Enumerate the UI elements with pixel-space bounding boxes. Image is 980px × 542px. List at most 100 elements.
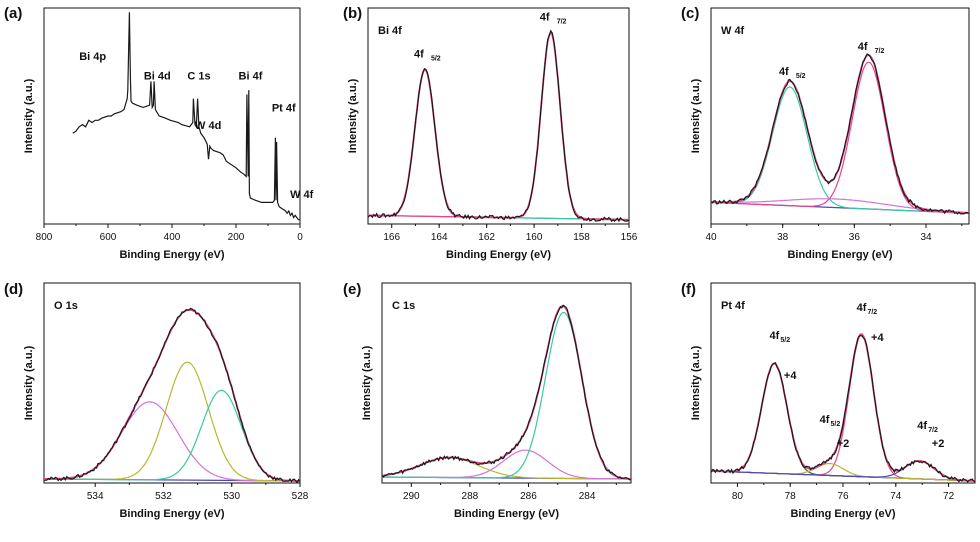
x-tick-label: 800 — [36, 232, 53, 243]
peak-annotation: Bi 4f — [239, 70, 263, 82]
x-tick-label: 72 — [943, 491, 955, 502]
peak-label: 4f — [540, 12, 550, 24]
x-tick-label: 76 — [837, 491, 849, 502]
panel-label: (b) — [343, 5, 362, 22]
fit-component-1 — [368, 68, 629, 221]
x-tick-label: 36 — [849, 232, 861, 243]
plot-frame — [43, 282, 301, 484]
peak-annotation-sub: 5/2 — [831, 421, 841, 428]
panel-label: (d) — [4, 281, 23, 298]
x-tick-label: 156 — [621, 232, 638, 243]
panel-c: (c) W 4f 40 38 36 34 Binding Energy (eV) Intens… — [681, 5, 970, 261]
x-tick-label: 40 — [705, 232, 717, 243]
peak-annotation: Pt 4f — [272, 103, 296, 115]
x-tick-label: 288 — [462, 491, 479, 502]
y-axis-label: Intensity (a.u.) — [690, 345, 702, 420]
panel-title: Bi 4f — [378, 25, 402, 37]
panel-title: C 1s — [392, 300, 415, 312]
fit-component-2 — [44, 361, 300, 482]
peak-annotation: Bi 4d — [144, 70, 171, 82]
panel-label: (c) — [681, 5, 699, 22]
peak-annotation: 4f — [917, 420, 927, 432]
x-tick-label: 286 — [520, 491, 537, 502]
y-axis-label: Intensity (a.u.) — [361, 345, 373, 420]
peak-label-sub: 5/2 — [431, 55, 441, 62]
x-tick-label: 200 — [228, 232, 245, 243]
x-tick-label: 600 — [100, 232, 117, 243]
x-axis-label: Binding Energy (eV) — [119, 249, 224, 261]
panel-f: (f) Pt 4f 80 78 76 74 72 Binding Energy (eV) Int… — [681, 281, 976, 520]
x-tick-label: 38 — [777, 232, 789, 243]
peak-annotation-sub: 5/2 — [780, 337, 790, 344]
experimental-data — [367, 29, 630, 223]
peak-annotation: +4 — [871, 332, 884, 344]
experimental-data — [710, 334, 976, 483]
experimental-data — [381, 304, 632, 481]
y-axis-label: Intensity (a.u.) — [347, 78, 359, 153]
fit-component-1 — [381, 456, 631, 480]
peak-annotation: +2 — [932, 438, 945, 450]
peak-annotation: 4f — [769, 330, 779, 342]
fit-component-4 — [710, 460, 976, 482]
x-axis-label: Binding Energy (eV) — [454, 508, 559, 520]
peak-annotation: O 1s — [121, 0, 145, 2]
peak-label: 4f — [779, 66, 789, 78]
series-line-experimental — [72, 12, 300, 221]
peak-label-sub: 7/2 — [875, 48, 885, 55]
peak-annotation: W 4d — [195, 120, 221, 132]
panel-title: O 1s — [54, 300, 78, 312]
x-tick-label: 162 — [478, 232, 495, 243]
y-axis-label: Intensity (a.u.) — [23, 78, 35, 153]
panel-a: (a) 800 600 400 200 0 Binding Energy (eV) Inten… — [4, 0, 314, 261]
peak-annotation-sub: 7/2 — [928, 427, 938, 434]
x-tick-label: 534 — [87, 491, 104, 502]
x-tick-label: 528 — [292, 491, 309, 502]
peak-annotation: +2 — [837, 438, 850, 450]
panel-title: Pt 4f — [721, 300, 745, 312]
x-tick-label: 290 — [403, 491, 420, 502]
panel-label: (f) — [681, 281, 696, 298]
fit-component-2 — [710, 334, 976, 482]
x-tick-label: 158 — [573, 232, 590, 243]
x-tick-label: 78 — [785, 491, 797, 502]
x-tick-label: 0 — [297, 232, 303, 243]
x-tick-label: 400 — [164, 232, 181, 243]
plot-frame — [367, 7, 630, 225]
panel-b: (b) Bi 4f 166 164 162 160 158 156 Binding Energy… — [343, 5, 638, 261]
panel-label: (a) — [4, 5, 22, 22]
x-axis-label: Binding Energy (eV) — [787, 249, 892, 261]
peak-label: 4f — [858, 41, 868, 53]
x-axis-label: Binding Energy (eV) — [119, 508, 224, 520]
plot-frame — [710, 7, 970, 225]
y-axis-label: Intensity (a.u.) — [690, 78, 702, 153]
peak-annotation: Bi 4p — [79, 51, 106, 63]
peak-label: 4f — [414, 48, 424, 60]
peak-annotation: 4f — [820, 414, 830, 426]
peak-annotation: C 1s — [187, 70, 210, 82]
x-tick-label: 284 — [579, 491, 596, 502]
panel-label: (e) — [343, 281, 361, 298]
x-tick-label: 532 — [155, 491, 172, 502]
peak-annotation-sub: 7/2 — [867, 309, 877, 316]
y-axis-label: Intensity (a.u.) — [23, 345, 35, 420]
plot-frame — [43, 7, 301, 225]
x-tick-label: 74 — [890, 491, 902, 502]
peak-label-sub: 5/2 — [796, 73, 806, 80]
fit-envelope — [710, 333, 976, 482]
x-axis-label: Binding Energy (eV) — [790, 508, 895, 520]
x-tick-label: 166 — [383, 232, 400, 243]
fit-component-2 — [710, 61, 970, 214]
plot-frame — [381, 282, 632, 484]
panel-title: W 4f — [721, 25, 745, 37]
experimental-data — [43, 307, 301, 484]
fit-envelope — [368, 30, 629, 221]
peak-annotation: +4 — [784, 370, 797, 382]
x-tick-label: 160 — [526, 232, 543, 243]
peak-annotation: 4f — [857, 302, 867, 314]
x-tick-label: 530 — [223, 491, 240, 502]
fit-envelope — [711, 54, 969, 214]
fit-component-2 — [368, 31, 629, 221]
peak-label-sub: 7/2 — [557, 19, 567, 26]
x-tick-label: 34 — [920, 232, 932, 243]
